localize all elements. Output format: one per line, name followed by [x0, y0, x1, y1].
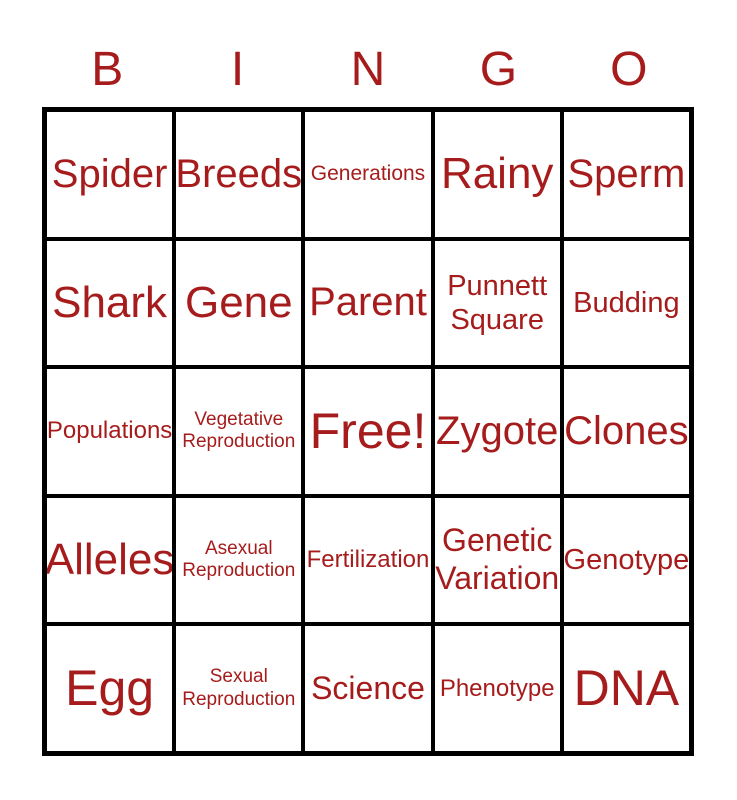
title-letter-g: G [479, 43, 518, 96]
cell-label: Populations [47, 417, 173, 445]
bingo-cell[interactable]: Vegetative Reproduction [176, 369, 302, 494]
cell-label: Gene [184, 277, 293, 327]
cell-label: Breeds [176, 151, 302, 196]
bingo-cell[interactable]: Punnett Square [434, 240, 560, 366]
cell-label: Rainy [440, 149, 554, 199]
title-letter-o: O [610, 43, 648, 96]
bingo-cell[interactable]: Clones [563, 369, 689, 494]
bingo-cell[interactable]: Shark [47, 240, 173, 366]
bingo-cell[interactable]: Populations [47, 369, 173, 494]
cell-label: Phenotype [439, 674, 555, 702]
bingo-cell[interactable]: Fertilization [305, 497, 431, 623]
cell-label: Alleles [47, 535, 173, 585]
bingo-cell[interactable]: Alleles [47, 497, 173, 623]
cell-label: Shark [52, 277, 168, 327]
cell-label: Clones [564, 408, 689, 453]
bingo-cell[interactable]: Gene [176, 240, 302, 366]
title-letter-b: B [91, 43, 124, 96]
cell-label: Asexual Reproduction [182, 537, 296, 582]
bingo-cell[interactable]: Breeds [176, 112, 302, 237]
cell-label: Fertilization [306, 545, 430, 573]
cell-label: Vegetative Reproduction [182, 409, 296, 453]
title-letter-i: I [230, 43, 245, 96]
cell-label: Spider [51, 151, 168, 196]
bingo-cell[interactable]: Phenotype [434, 626, 560, 751]
cell-label: Sexual Reproduction [182, 666, 296, 710]
bingo-cell[interactable]: Zygote [434, 369, 560, 494]
cell-label: Sperm [567, 151, 686, 196]
cell-label: Zygote [436, 408, 559, 453]
bingo-cell[interactable]: Sexual Reproduction [176, 626, 302, 751]
bingo-cell[interactable]: Sperm [563, 112, 689, 237]
bingo-cell[interactable]: Science [305, 626, 431, 751]
bingo-cell[interactable]: DNA [563, 626, 689, 751]
cell-label: Genetic Variation [435, 522, 560, 597]
bingo-title: B I N G O [42, 38, 694, 102]
cell-label: Punnett Square [447, 269, 548, 336]
bingo-cell[interactable]: Egg [47, 626, 173, 751]
title-letter-n: N [350, 43, 386, 96]
bingo-cell[interactable]: Asexual Reproduction [176, 497, 302, 623]
bingo-cell-free[interactable]: Free! [305, 369, 431, 494]
bingo-cell[interactable]: Genetic Variation [434, 497, 560, 623]
cell-label: Free! [309, 402, 427, 459]
bingo-grid: Spider Breeds Generations Rainy Sperm Shark Ge… [42, 107, 694, 756]
bingo-cell[interactable]: Generations [305, 112, 431, 237]
cell-label: Genotype [563, 543, 689, 576]
bingo-cell[interactable]: Parent [305, 240, 431, 366]
cell-label: Budding [573, 286, 680, 319]
bingo-cell[interactable]: Spider [47, 112, 173, 237]
bingo-cell[interactable]: Rainy [434, 112, 560, 237]
cell-label: Science [311, 669, 425, 706]
cell-label: Generations [310, 161, 426, 185]
bingo-cell[interactable]: Budding [563, 240, 689, 366]
cell-label: Egg [65, 660, 155, 717]
bingo-cell[interactable]: Genotype [563, 497, 689, 623]
cell-label: DNA [573, 660, 680, 717]
cell-label: Parent [309, 280, 427, 325]
